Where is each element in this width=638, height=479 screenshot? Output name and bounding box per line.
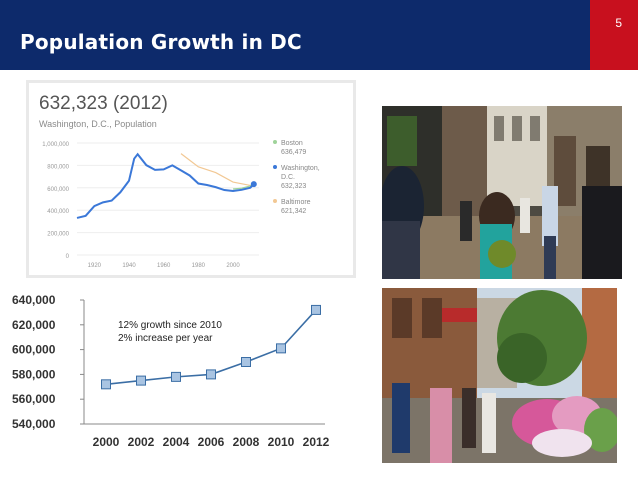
panel-series-line — [76, 152, 255, 219]
panel-legend-swatch — [273, 140, 277, 144]
x-tick-label: 2012 — [303, 435, 330, 449]
population-line-chart: 640,000 620,000 600,000 580,000 560,000 540,0… — [12, 293, 330, 449]
x-tick-label: 2008 — [233, 435, 260, 449]
panel-legend-swatch — [273, 165, 277, 169]
panel-legend-value: 621,342 — [281, 208, 306, 215]
y-tick-label: 640,000 — [12, 293, 56, 307]
panel-x-tick: 1920 — [88, 263, 102, 269]
data-point-marker — [136, 375, 146, 386]
data-point-marker — [276, 343, 286, 354]
data-point-marker — [311, 304, 321, 315]
y-tick-label: 580,000 — [12, 367, 56, 381]
data-point-marker — [241, 357, 251, 367]
x-tick-label: 2006 — [198, 435, 225, 449]
panel-x-tick: 1940 — [122, 263, 136, 269]
chart-annotation: 12% growth since 2010 — [118, 320, 222, 331]
panel-legend-swatch — [273, 199, 277, 203]
y-tick-label: 620,000 — [12, 318, 56, 332]
y-tick-label: 600,000 — [12, 343, 56, 357]
panel-y-tick: 400,000 — [47, 209, 69, 215]
panel-subtitle: Washington, D.C., Population — [39, 119, 157, 129]
panel-x-tick: 1960 — [157, 263, 171, 269]
google-panel-inner: 632,323 (2012) Washington, D.C., Populat… — [29, 83, 353, 275]
panel-y-tick: 600,000 — [47, 187, 69, 193]
x-tick-label: 2004 — [163, 435, 190, 449]
slide-number: 5 — [615, 16, 622, 30]
slide-number-block: 5 — [590, 0, 638, 70]
street-crowd-illustration — [382, 106, 622, 279]
panel-legend-value: 636,479 — [281, 149, 306, 156]
data-point-marker — [101, 379, 111, 390]
x-tick-label: 2000 — [93, 435, 120, 449]
data-point-marker — [171, 371, 181, 382]
panel-legend-name: Washington, — [281, 165, 320, 172]
google-population-panel: 632,323 (2012) Washington, D.C., Populat… — [26, 80, 356, 278]
data-point-marker — [206, 369, 216, 380]
panel-legend-name-cont: D.C. — [281, 174, 295, 181]
y-tick-label: 560,000 — [12, 392, 56, 406]
panel-series-line — [180, 153, 254, 187]
sidewalk-flower-market-photo — [382, 288, 617, 463]
panel-legend-value: 632,323 — [281, 183, 306, 190]
panel-y-tick: 1,000,000 — [42, 142, 69, 148]
panel-x-tick: 1980 — [192, 263, 206, 269]
x-tick-label: 2002 — [128, 435, 155, 449]
panel-legend-name: Baltimore — [281, 199, 311, 206]
panel-series-endpoint — [250, 181, 257, 188]
panel-y-tick: 800,000 — [47, 164, 69, 170]
x-tick-label: 2010 — [268, 435, 295, 449]
y-tick-label: 540,000 — [12, 417, 56, 431]
panel-y-tick: 200,000 — [47, 232, 69, 238]
chart-annotation: 2% increase per year — [118, 333, 213, 344]
panel-x-tick: 2000 — [226, 263, 240, 269]
panel-headline: 632,323 (2012) — [39, 93, 168, 114]
slide-title: Population Growth in DC — [20, 30, 302, 54]
slide-header: Population Growth in DC — [0, 0, 590, 70]
panel-legend-name: Boston — [281, 140, 303, 147]
street-crowd-photo — [382, 106, 622, 279]
panel-y-tick: 0 — [66, 254, 70, 260]
sidewalk-market-illustration — [382, 288, 617, 463]
google-line-chart: 1,000,000 800,000 600,000 400,000 200,000 0 19… — [42, 140, 320, 269]
